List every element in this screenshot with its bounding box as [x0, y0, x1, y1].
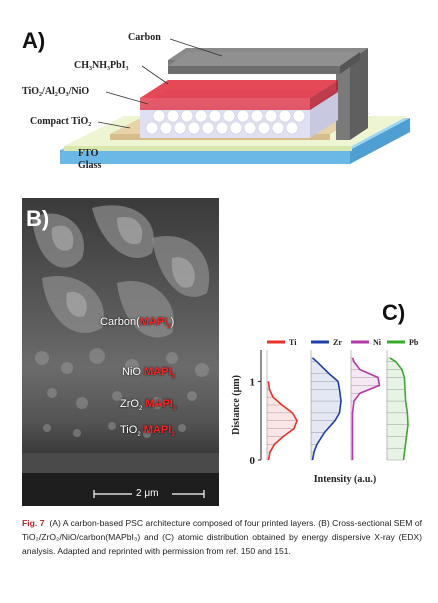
perovskite-side: [310, 80, 338, 110]
fto-layer-front: [64, 146, 352, 151]
panel-c-letter: C): [382, 300, 406, 325]
carbon-top-front: [168, 66, 340, 74]
sem-micrograph: [22, 198, 219, 506]
series-area-ni: [351, 357, 380, 460]
glass-layer-side: [350, 118, 410, 164]
x-axis-label: Intensity (a.u.): [314, 474, 377, 485]
series-line-ni: [351, 357, 381, 460]
series-area-pb: [387, 357, 408, 460]
label-glass: Glass: [78, 160, 102, 171]
scaffold-side: [310, 90, 338, 138]
carbon-top-surface: [168, 52, 360, 66]
series-line-pb: [389, 357, 409, 461]
y-axis-label: Distance (μm): [231, 375, 242, 435]
legend-label-ti: Ti: [289, 338, 297, 347]
panel-b-letter: B): [26, 206, 50, 231]
caption-fig-number: Fig. 7: [22, 518, 45, 528]
legend-label-zr: Zr: [333, 338, 342, 347]
label-scaffold: TiO₂/Al₂O₃/NiO: [22, 86, 90, 97]
label-carbon: Carbon: [128, 32, 161, 43]
series-area-zr: [311, 357, 341, 460]
series-line-zr: [311, 357, 342, 461]
scale-bar-label: 2 μm: [136, 488, 159, 499]
panel-c-edx-chart: C) Ti Zr Ni Pb 1 0 Distance (μm) Intensity (a.u…: [225, 300, 438, 500]
legend-label-pb: Pb: [409, 338, 419, 347]
scaffold-particles: [145, 109, 306, 135]
label-perovskite: CH₃NH₃PbI₃: [74, 60, 129, 71]
label-compact-tio2: Compact TiO₂: [30, 116, 92, 127]
glass-layer-front: [60, 150, 350, 164]
panel-a-letter: A): [22, 28, 46, 53]
sem-label-zro2: ZrO2 MAPI3: [120, 398, 177, 413]
carbon-top-side: [340, 52, 360, 74]
y-tick-label-0: 0: [250, 455, 256, 467]
sem-label-tio2: TiO2 MAPI3: [120, 424, 175, 439]
sem-label-nio: NiO MAPI3: [122, 366, 175, 381]
sem-label-carbon: Carbon(MAPI3): [100, 316, 175, 331]
series-line-ti: [267, 381, 298, 461]
perovskite-front: [140, 98, 310, 110]
y-tick-label-1: 1: [250, 376, 256, 388]
edx-plot: Ti Zr Ni Pb 1 0 Distance (μm) Intensity (a.u.): [231, 338, 419, 485]
caption-text: (A) A carbon-based PSC architecture comp…: [22, 518, 422, 557]
panel-a-architecture: A): [0, 0, 438, 195]
panel-b-sem-image: B) Carbon(MAPI3) NiO MAPI3 ZrO2 MAPI3 Ti…: [22, 198, 219, 506]
figure-caption: Fig. 7 (A) A carbon-based PSC architectu…: [22, 516, 422, 559]
leader-lines: [97, 38, 223, 129]
perovskite-top: [140, 80, 338, 98]
legend-label-ni: Ni: [373, 338, 382, 347]
carbon-electrode-right: [350, 48, 368, 140]
device-stack-illustration: [60, 38, 410, 164]
label-fto: FTO: [78, 148, 99, 159]
